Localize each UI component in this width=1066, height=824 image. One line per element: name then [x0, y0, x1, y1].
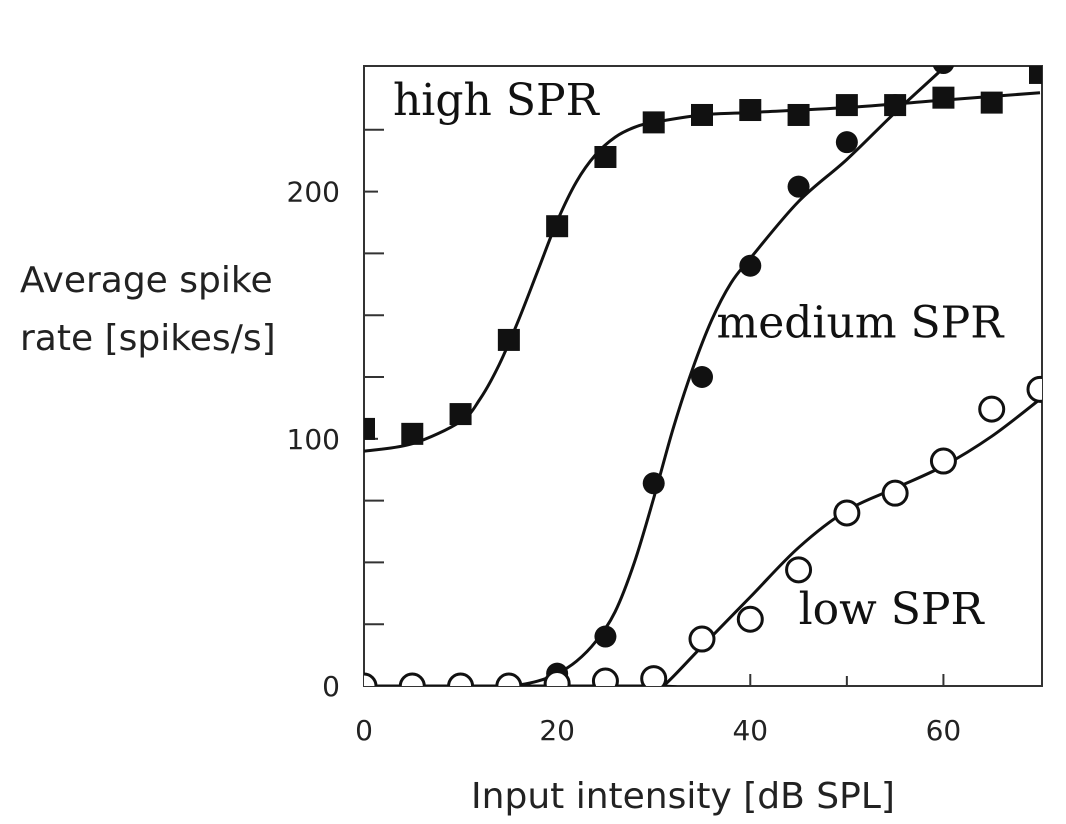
high-spr-label: high SPR [393, 75, 601, 126]
low-spr-point [591, 667, 619, 686]
medium-spr-label: medium SPR [716, 297, 1005, 348]
low-spr-point [785, 556, 813, 584]
low-spr-label: low SPR [799, 584, 986, 635]
x-tick-label: 40 [732, 714, 768, 747]
low-spr-point [881, 479, 909, 507]
medium-spr-point [835, 131, 858, 154]
y-axis-title-line2: rate [spikes/s] [20, 318, 276, 359]
high-spr-point [739, 99, 762, 122]
low-spr-point [543, 670, 571, 686]
high-spr-point [497, 328, 520, 351]
medium-spr-point [884, 94, 907, 117]
low-spr-point [736, 605, 764, 633]
medium-spr-fit-curve [364, 66, 948, 686]
low-spr-point [1026, 375, 1042, 403]
low-spr-point [833, 499, 861, 527]
high-spr-point [594, 145, 617, 168]
y-tick-label: 0 [322, 670, 340, 703]
low-spr-point [978, 395, 1006, 423]
y-tick-label: 200 [287, 176, 340, 209]
high-spr-point [691, 103, 713, 126]
medium-spr-point [642, 472, 665, 495]
high-spr-point [1029, 66, 1042, 84]
x-tick-label: 20 [539, 714, 575, 747]
low-spr-point [495, 672, 523, 686]
x-axis-title: Input intensity [dB SPL] [471, 776, 895, 817]
high-spr-point [364, 417, 375, 440]
data-markers [364, 66, 1042, 686]
low-spr-point [447, 672, 475, 686]
high-spr-point [401, 422, 424, 445]
low-spr-point [364, 672, 378, 686]
high-spr-point [787, 103, 810, 126]
high-spr-point [835, 94, 858, 117]
y-tick-label: 100 [287, 423, 340, 456]
high-spr-point [642, 111, 665, 134]
axis-ticks: 0 20 40 60 0 100 200 [287, 128, 962, 747]
high-spr-point [980, 91, 1003, 114]
high-spr-point [546, 215, 569, 238]
x-tick-label: 60 [926, 714, 962, 747]
low-spr-point [929, 447, 957, 475]
medium-spr-point [739, 254, 762, 277]
medium-spr-point [691, 366, 713, 388]
low-spr-point [398, 672, 426, 686]
medium-spr-point [787, 175, 810, 198]
x-tick-label: 0 [355, 714, 373, 747]
series-annotations: high SPR medium SPR low SPR [393, 75, 1005, 635]
y-axis-title-line1: Average spike [20, 260, 273, 301]
high-spr-point [449, 403, 472, 426]
medium-spr-point [594, 625, 617, 648]
high-spr-fit-curve [364, 91, 1041, 453]
medium-spr-point [932, 66, 955, 75]
low-spr-point [688, 625, 716, 653]
high-spr-point [932, 86, 955, 109]
low-spr-point [640, 665, 668, 686]
